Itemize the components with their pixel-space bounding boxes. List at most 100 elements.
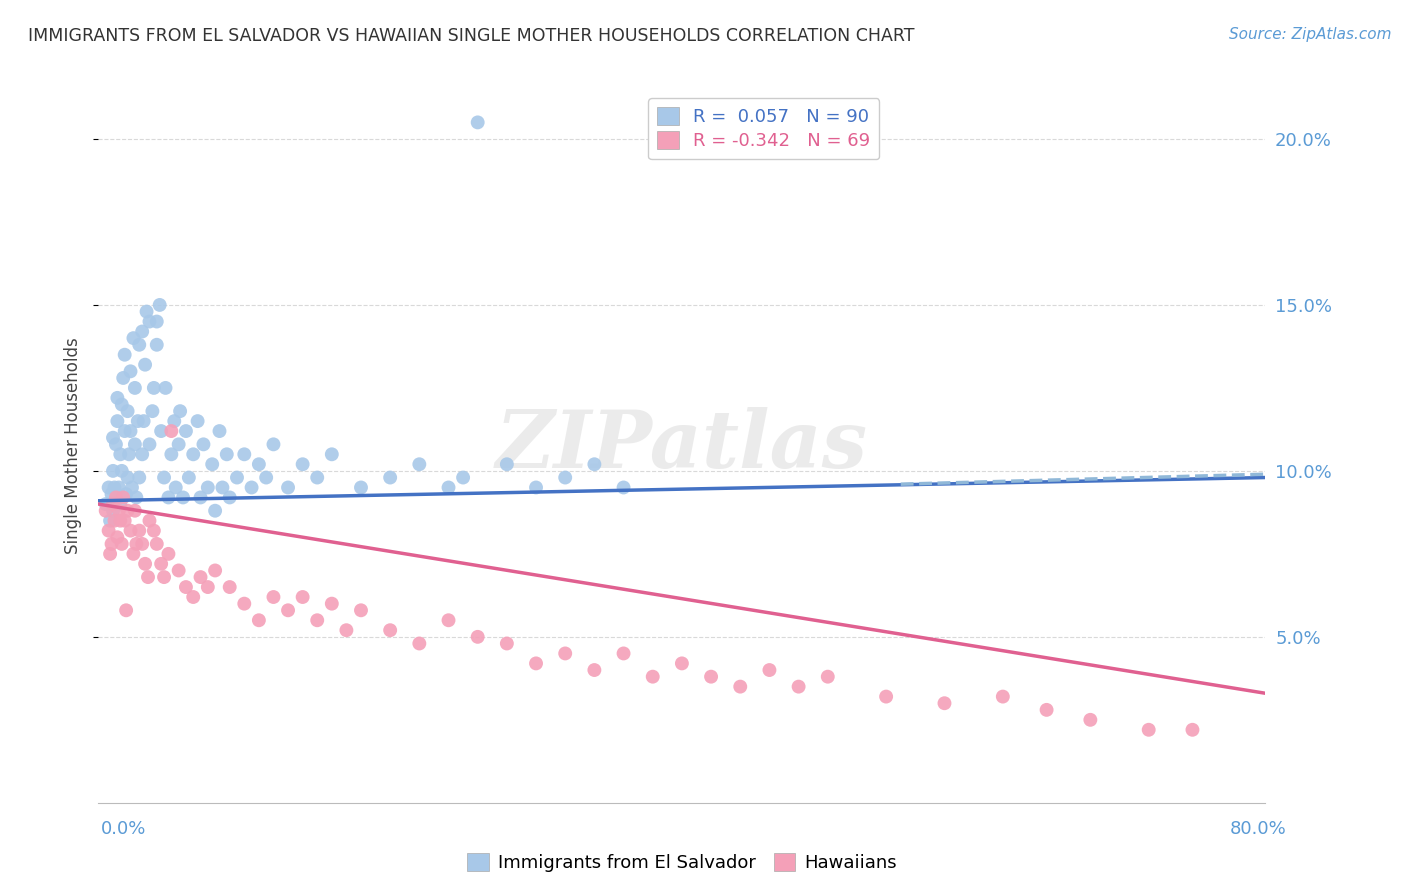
Point [98,514,121,528]
Point [103,514,125,528]
Point [114,348,136,362]
Point [100,487,122,501]
Point [437,481,460,495]
Point [105,414,128,428]
Point [150,557,173,571]
Point [172,491,194,505]
Point [141,404,163,418]
Point [150,424,173,438]
Point [307,470,329,484]
Point [1137,723,1160,737]
Point [114,424,136,438]
Point [700,670,723,684]
Point [94,497,117,511]
Point [121,481,143,495]
Point [451,470,474,484]
Point [554,470,576,484]
Point [167,437,190,451]
Point [104,437,127,451]
Point [104,491,127,505]
Point [817,670,839,684]
Point [110,514,132,528]
Point [197,580,219,594]
Text: ZIPatlas: ZIPatlas [496,408,868,484]
Point [174,424,197,438]
Point [612,481,634,495]
Point [641,670,664,684]
Point [153,470,176,484]
Point [187,414,209,428]
Point [146,338,169,352]
Point [211,481,233,495]
Point [138,437,160,451]
Point [149,298,172,312]
Point [247,457,270,471]
Point [233,597,256,611]
Point [125,537,148,551]
Point [131,447,153,461]
Point [204,564,226,578]
Point [218,580,240,594]
Point [174,580,197,594]
Point [117,404,139,418]
Point [115,487,138,501]
Point [307,613,329,627]
Point [254,470,277,484]
Point [131,537,153,551]
Point [277,481,299,495]
Point [105,530,128,544]
Point [138,314,160,328]
Point [321,447,343,461]
Point [671,657,693,671]
Point [612,647,634,661]
Point [215,447,238,461]
Point [875,690,897,704]
Point [262,437,284,451]
Point [495,457,517,471]
Point [104,491,127,505]
Point [155,381,177,395]
Point [204,504,226,518]
Point [181,590,204,604]
Point [291,590,314,604]
Point [111,464,134,478]
Point [127,414,149,428]
Text: Source: ZipAtlas.com: Source: ZipAtlas.com [1229,27,1392,42]
Point [583,457,606,471]
Point [112,491,135,505]
Point [94,504,117,518]
Point [112,371,135,385]
Point [157,491,180,505]
Point [524,657,547,671]
Point [153,570,176,584]
Point [128,524,150,538]
Point [583,663,606,677]
Point [728,680,751,694]
Point [218,491,240,505]
Point [135,304,157,318]
Point [108,504,131,518]
Point [1181,723,1204,737]
Point [165,481,187,495]
Point [115,603,138,617]
Point [350,481,373,495]
Point [157,547,180,561]
Point [105,391,128,405]
Point [1080,713,1102,727]
Point [124,437,146,451]
Point [101,504,124,518]
Point [132,414,155,428]
Point [201,457,224,471]
Point [991,690,1014,704]
Point [787,680,810,694]
Point [122,331,145,345]
Point [291,457,314,471]
Point [124,381,146,395]
Point [120,524,142,538]
Point [167,564,190,578]
Point [262,590,284,604]
Point [108,481,131,495]
Point [495,636,517,650]
Y-axis label: Single Mother Households: Single Mother Households [63,338,82,554]
Point [118,447,141,461]
